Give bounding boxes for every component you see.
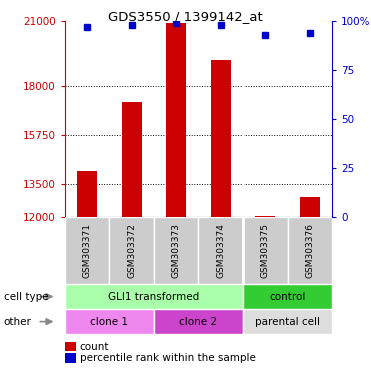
Bar — [166, 23, 186, 217]
Text: GSM303376: GSM303376 — [305, 223, 314, 278]
Bar — [300, 197, 320, 217]
Text: parental cell: parental cell — [255, 316, 320, 327]
Bar — [243, 217, 288, 284]
Bar — [77, 171, 97, 217]
Text: other: other — [4, 316, 32, 327]
Bar — [154, 217, 198, 284]
Text: GSM303374: GSM303374 — [216, 223, 225, 278]
Bar — [288, 217, 332, 284]
Bar — [109, 217, 154, 284]
Bar — [154, 309, 243, 334]
Text: GSM303375: GSM303375 — [261, 223, 270, 278]
Text: count: count — [80, 341, 109, 352]
Text: GDS3550 / 1399142_at: GDS3550 / 1399142_at — [108, 10, 263, 23]
Bar — [255, 216, 275, 217]
Text: GSM303371: GSM303371 — [83, 223, 92, 278]
Text: cell type: cell type — [4, 291, 48, 302]
Text: clone 1: clone 1 — [91, 316, 128, 327]
Bar — [243, 284, 332, 309]
Bar — [122, 102, 142, 217]
Text: GLI1 transformed: GLI1 transformed — [108, 291, 200, 302]
Bar — [243, 309, 332, 334]
Text: GSM303372: GSM303372 — [127, 223, 136, 278]
Text: percentile rank within the sample: percentile rank within the sample — [80, 353, 256, 363]
Text: GSM303373: GSM303373 — [172, 223, 181, 278]
Bar — [65, 284, 243, 309]
Bar — [211, 60, 231, 217]
Bar — [198, 217, 243, 284]
Text: control: control — [269, 291, 306, 302]
Bar — [65, 217, 109, 284]
Text: clone 2: clone 2 — [180, 316, 217, 327]
Bar — [65, 309, 154, 334]
